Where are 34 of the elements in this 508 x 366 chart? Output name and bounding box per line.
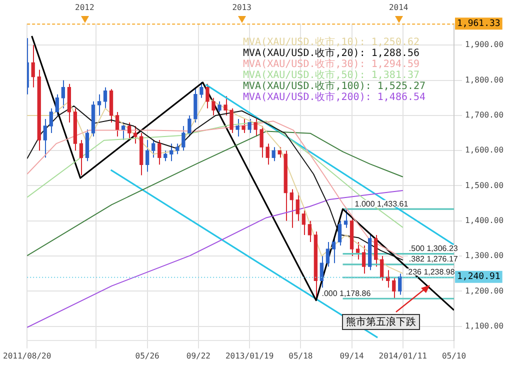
text: MVA(XAU/USD.收市,50): 1,381.37: [243, 70, 421, 81]
y-tick-label: 1,800.00: [465, 75, 504, 84]
text: MVA(XAU/USD.收市,30): 1,294.59: [243, 58, 421, 70]
y-tick-label: 1,600.00: [465, 146, 504, 155]
y-tick-label: 1,100.00: [465, 321, 504, 330]
x-tick-label: 05/10: [442, 351, 466, 360]
x-tick-label: 05/26: [135, 351, 160, 360]
annotation: .236 1,238.98: [406, 268, 456, 277]
x2-tick-label: 2012: [75, 2, 94, 12]
x-tick-label: 2011/08/20: [2, 351, 52, 360]
annotation: .382 1,276.17: [408, 254, 458, 264]
annotation: .500 1,306.23: [408, 244, 458, 254]
y-tick-label: 1,300.00: [465, 251, 504, 260]
annotation: 熊市第五浪下跌: [342, 314, 420, 330]
x-tick-label: 09/22: [186, 351, 211, 360]
x-tick-label: 2014/01/11: [378, 351, 428, 360]
x-tick-label: 2013/01/19: [225, 351, 274, 360]
ref-line-label: 1,961.33: [457, 18, 500, 29]
y-tick-label: 1,400.00: [465, 216, 504, 225]
annotation: .000 1,178.86: [322, 288, 372, 298]
ref-line-label: 1,240.91: [457, 272, 500, 282]
y-tick-label: 1,900.00: [465, 40, 504, 50]
annotation: 1.000 1,433.61: [354, 199, 409, 208]
y-tick-label: 1,500.00: [465, 180, 504, 190]
text: MVA(XAU/USD.收市,10): 1,250.62: [243, 36, 421, 48]
text: MVA(XAU/USD.收市,200): 1,486.54: [243, 92, 426, 103]
x-tick-label: 09/14: [340, 351, 364, 360]
text: MVA(XAU/USD.收市,100): 1,525.27: [243, 80, 426, 92]
text: MVA(XAU/USD.收市,20): 1,288.56: [243, 48, 421, 59]
y-tick-label: 1,700.00: [465, 110, 504, 120]
x2-tick-label: 2013: [232, 2, 252, 12]
x-tick-label: 05/18: [288, 351, 313, 360]
y-tick-label: 1,200.00: [465, 286, 504, 296]
x2-tick-label: 2014: [388, 2, 408, 12]
